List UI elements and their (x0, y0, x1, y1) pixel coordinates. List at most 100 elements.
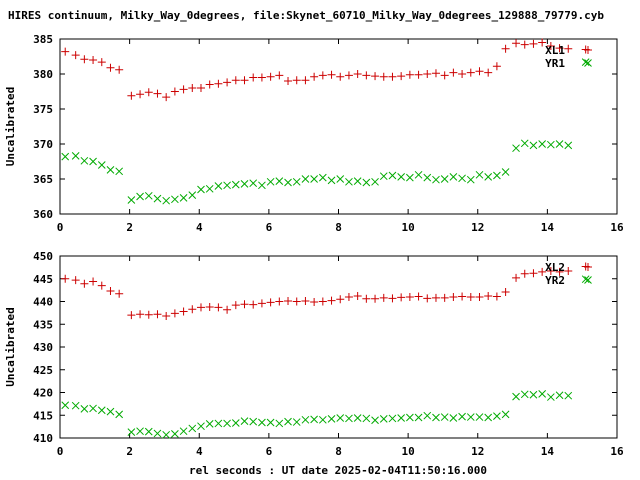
data-point (564, 391, 573, 400)
y-tick-label: 410 (33, 432, 53, 445)
data-point (336, 414, 345, 422)
data-point (512, 392, 520, 401)
data-point (492, 292, 501, 301)
legend-marker (584, 263, 592, 271)
data-point (71, 276, 80, 285)
data-point (97, 281, 106, 290)
y-tick-label: 370 (33, 138, 53, 151)
data-point (80, 55, 89, 64)
data-point (546, 42, 555, 50)
data-point (153, 310, 162, 319)
data-point (520, 139, 529, 148)
data-point (493, 171, 501, 180)
data-point (362, 71, 371, 80)
data-point (292, 177, 301, 186)
data-point (423, 294, 432, 303)
x-tick-label: 6 (266, 221, 273, 234)
data-point (538, 140, 547, 148)
y-tick-label: 430 (33, 341, 53, 354)
legend-label: YR2 (545, 274, 565, 287)
data-point (89, 277, 98, 286)
data-point (345, 177, 353, 186)
data-point (258, 418, 266, 427)
data-point (581, 58, 590, 66)
data-point (431, 69, 440, 78)
data-point (179, 85, 188, 94)
y-axis-label: Uncalibrated (4, 307, 17, 386)
data-point (284, 178, 292, 187)
data-point (466, 68, 475, 77)
data-point (466, 175, 475, 184)
data-point (179, 427, 188, 436)
data-point (205, 420, 214, 428)
x-tick-label: 8 (335, 445, 342, 458)
data-point (89, 404, 97, 413)
data-point (449, 173, 458, 181)
series-YR2 (61, 275, 590, 439)
data-point (144, 427, 153, 436)
data-point (475, 413, 484, 421)
data-point (231, 419, 240, 427)
x-tick-label: 10 (402, 221, 415, 234)
data-point (538, 267, 547, 276)
data-point (388, 72, 397, 81)
data-point (371, 177, 379, 186)
data-point (127, 428, 136, 436)
data-point (258, 181, 266, 190)
data-point (301, 175, 310, 183)
data-point (61, 152, 70, 161)
data-point (432, 413, 440, 422)
x-tick-label: 4 (196, 221, 203, 234)
data-point (249, 300, 258, 309)
data-point (538, 38, 547, 47)
data-point (144, 310, 153, 319)
data-point (546, 267, 555, 276)
y-tick-label: 440 (33, 296, 53, 309)
data-point (440, 71, 449, 80)
data-point (162, 430, 171, 439)
data-point (423, 173, 432, 182)
data-point (475, 67, 484, 76)
data-point (197, 422, 205, 431)
data-point (266, 298, 275, 307)
y-tick-label: 365 (33, 173, 53, 186)
data-point (106, 63, 115, 72)
data-point (106, 287, 115, 296)
data-point (153, 429, 162, 438)
data-point (397, 293, 406, 302)
data-point (71, 152, 80, 160)
data-point (106, 166, 115, 174)
x-tick-label: 16 (610, 221, 624, 234)
data-point (344, 71, 353, 80)
data-point (414, 292, 423, 301)
data-point (284, 297, 293, 306)
plot-frame (59, 255, 618, 439)
data-point (362, 178, 371, 187)
data-point (529, 39, 538, 48)
data-point (406, 413, 414, 422)
data-point (214, 79, 223, 88)
data-point (97, 406, 106, 415)
y-tick-label: 435 (33, 318, 53, 331)
data-point (127, 91, 136, 100)
x-tick-label: 2 (126, 445, 133, 458)
data-point (440, 175, 449, 183)
data-point (555, 391, 564, 400)
data-point (153, 194, 162, 203)
data-point (115, 289, 124, 298)
data-point (240, 417, 249, 426)
data-point (179, 194, 188, 202)
series-XL1 (61, 38, 590, 102)
data-point (266, 72, 275, 81)
data-point (284, 77, 293, 85)
x-tick-label: 14 (541, 221, 555, 234)
data-point (371, 72, 380, 81)
data-point (188, 424, 197, 433)
y-tick-label: 360 (33, 208, 53, 221)
x-axis-label: rel seconds : UT date 2025-02-04T11:50:1… (189, 464, 487, 477)
data-point (249, 179, 258, 188)
data-point (520, 269, 529, 278)
data-point (371, 416, 379, 425)
data-point (115, 65, 124, 74)
legend-marker (584, 46, 592, 54)
